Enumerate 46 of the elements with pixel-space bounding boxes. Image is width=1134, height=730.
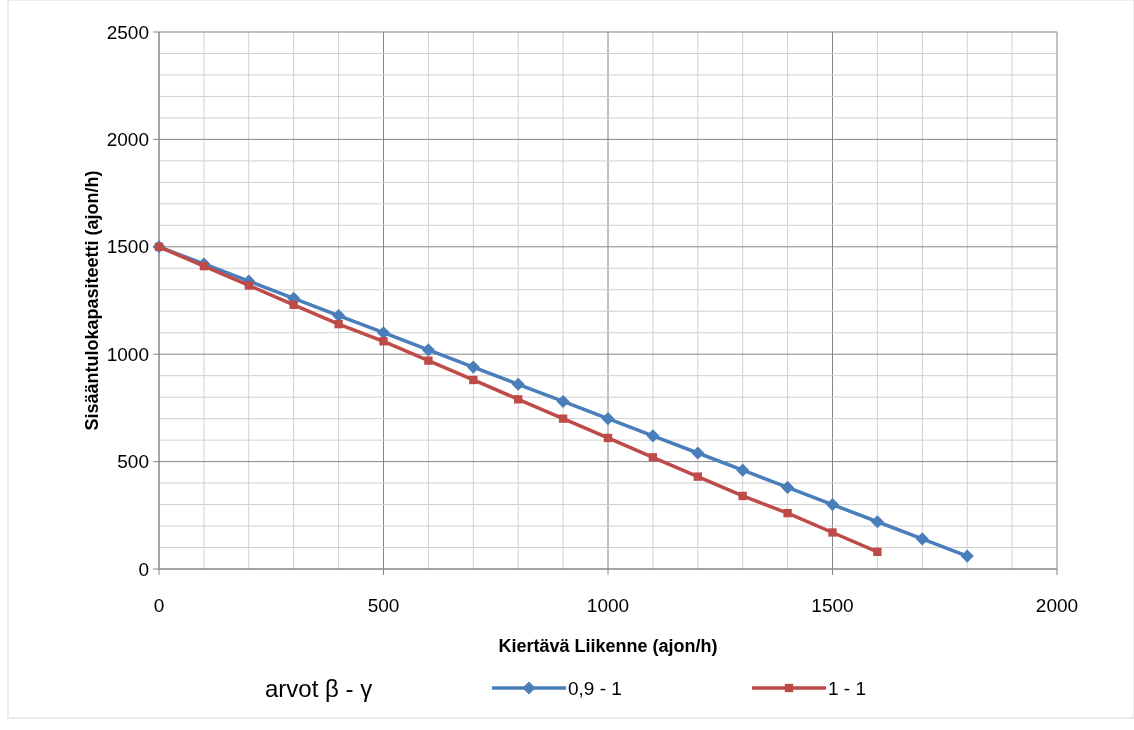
point xyxy=(648,453,658,462)
point xyxy=(825,497,840,512)
point xyxy=(738,491,747,501)
point xyxy=(960,549,974,563)
point xyxy=(828,528,837,537)
point xyxy=(511,377,525,391)
point xyxy=(556,394,570,409)
point xyxy=(421,343,435,357)
point xyxy=(334,319,343,329)
point xyxy=(466,360,480,374)
x-tick-label: 1000 xyxy=(586,595,630,616)
point xyxy=(603,433,613,443)
legend-title: arvot β - γ xyxy=(265,675,373,702)
y-tick-label: 2500 xyxy=(106,21,149,43)
x-tick-label: 2000 xyxy=(1035,595,1079,616)
point xyxy=(514,395,523,404)
y-axis-title: Sisääntulokapasiteetti (ajon/h) xyxy=(82,170,102,431)
point xyxy=(469,375,478,385)
y-tick-label: 0 xyxy=(138,558,149,580)
y-tick-label: 1000 xyxy=(106,343,149,365)
point xyxy=(601,412,615,426)
x-tick-label: 1500 xyxy=(811,595,854,616)
point xyxy=(244,281,253,290)
point xyxy=(289,300,298,309)
legend-label: 0,9 - 1 xyxy=(568,677,622,699)
point xyxy=(873,547,882,556)
point xyxy=(376,326,391,340)
y-tick-label: 1500 xyxy=(106,236,149,258)
legend-label: 1 - 1 xyxy=(828,677,867,699)
x-axis-title: Kiertävä Liikenne (ajon/h) xyxy=(498,636,718,656)
y-tick-label: 500 xyxy=(117,451,149,473)
x-tick-label: 500 xyxy=(367,595,400,616)
point xyxy=(783,508,792,518)
x-tick-label: 0 xyxy=(153,595,165,616)
point xyxy=(424,356,433,365)
y-tick-label: 2000 xyxy=(106,129,149,151)
point xyxy=(781,480,795,494)
point xyxy=(199,261,209,271)
point xyxy=(691,446,705,460)
point xyxy=(693,472,702,481)
point xyxy=(915,532,929,546)
point xyxy=(736,463,750,477)
point xyxy=(558,414,568,423)
point xyxy=(646,429,660,443)
point xyxy=(379,337,388,346)
point xyxy=(870,515,884,529)
